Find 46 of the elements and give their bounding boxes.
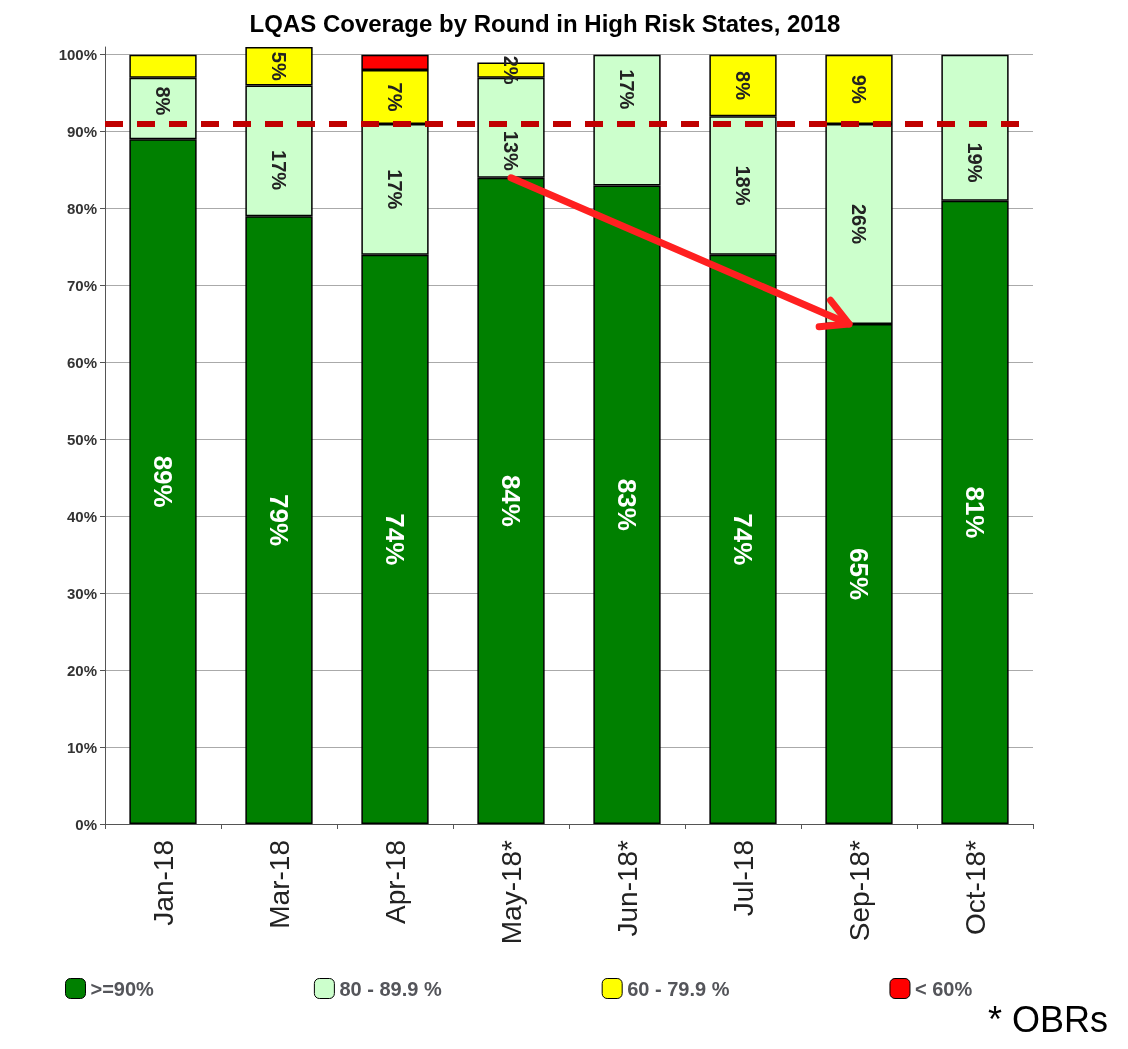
- chart-title: LQAS Coverage by Round in High Risk States, 2018: [249, 9, 841, 37]
- y-tick-label: 40%: [66, 507, 97, 525]
- data-label: 79%: [264, 494, 294, 547]
- data-label: 9%: [848, 74, 870, 104]
- data-label: 89%: [148, 455, 178, 508]
- data-label: 13%: [500, 130, 522, 172]
- legend-label: 80 - 89.9 %: [339, 977, 442, 1000]
- y-tick-label: 10%: [66, 738, 97, 756]
- y-tick-label: 50%: [66, 430, 97, 448]
- data-label: 17%: [268, 150, 290, 191]
- data-label: 26%: [848, 203, 870, 245]
- y-tick-label: 100%: [58, 46, 97, 64]
- y-tick-label: 20%: [66, 661, 97, 679]
- y-tick-label: 90%: [66, 123, 97, 141]
- y-tick-label: 30%: [66, 584, 97, 602]
- legend-label: < 60%: [914, 977, 973, 1000]
- x-tick-label: Jul-18: [727, 840, 759, 917]
- y-tick-label: 60%: [66, 353, 97, 371]
- data-label: 17%: [616, 69, 638, 110]
- x-tick-label: Mar-18: [263, 840, 295, 929]
- legend-label: >=90%: [90, 977, 155, 1000]
- data-label: 8%: [152, 86, 174, 116]
- data-label: 17%: [384, 169, 406, 210]
- legend-label: 60 - 79.9 %: [627, 977, 730, 1000]
- x-tick-label: Apr-18: [379, 840, 411, 925]
- data-label: 74%: [380, 513, 410, 566]
- data-label: 83%: [612, 478, 642, 531]
- y-tick-label: 70%: [66, 276, 97, 294]
- data-label: 2%: [500, 55, 522, 85]
- y-tick-label: 80%: [66, 200, 97, 218]
- data-label: 74%: [728, 513, 758, 566]
- data-label: 8%: [732, 71, 754, 101]
- text: * OBRs: [987, 999, 1108, 1041]
- data-label: 18%: [732, 165, 754, 206]
- data-label: 19%: [964, 142, 986, 183]
- data-label: 84%: [496, 474, 526, 527]
- data-label: 7%: [384, 82, 406, 112]
- x-tick-label: Jun-18*: [611, 839, 643, 937]
- x-tick-label: May-18*: [495, 839, 527, 945]
- data-label: 81%: [960, 486, 990, 539]
- x-tick-label: Oct-18*: [959, 839, 991, 935]
- data-label: 65%: [844, 547, 874, 600]
- y-tick-label: 0%: [75, 815, 97, 833]
- data-label: 5%: [268, 51, 290, 81]
- x-tick-label: Sep-18*: [843, 839, 875, 942]
- x-tick-label: Jan-18: [147, 840, 179, 926]
